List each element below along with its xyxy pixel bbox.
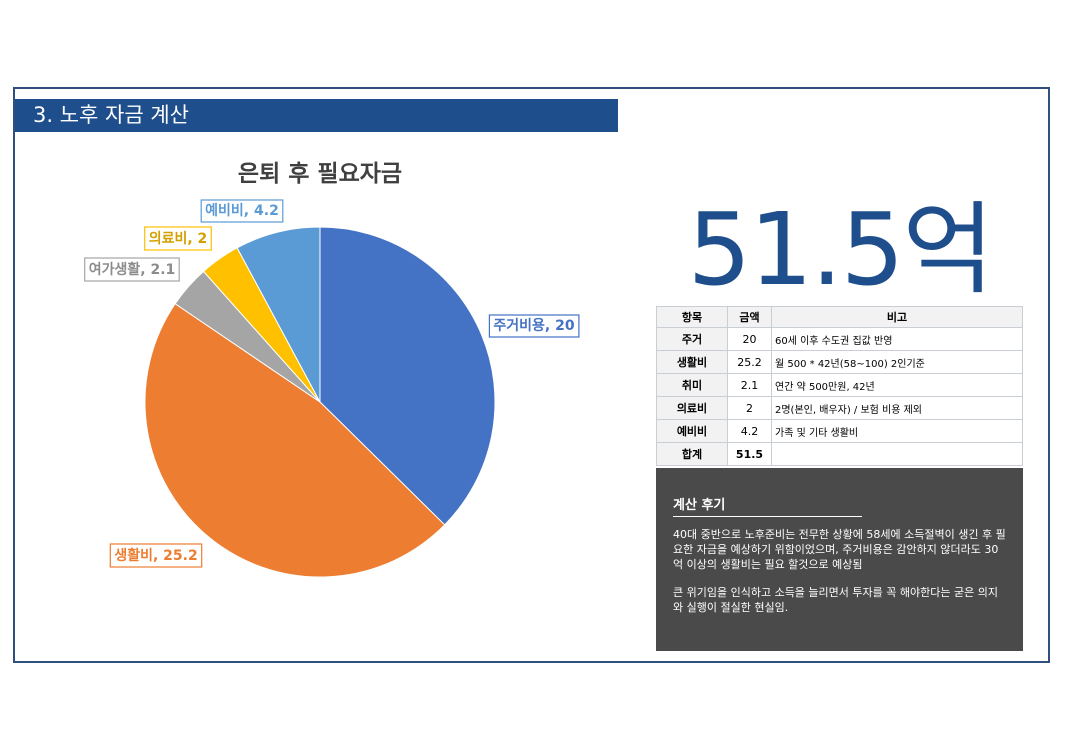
- data-label-text: 의료비, 2: [149, 230, 208, 247]
- row-amount: 2.1: [727, 373, 772, 397]
- total-amount: 51.5억: [687, 191, 995, 308]
- data-label: 여가생활, 2.1: [84, 257, 180, 282]
- review-box: 계산 후기 40대 중반으로 노후준비는 전무한 상황에 58세에 소득절벽이 …: [656, 468, 1023, 651]
- row-note: 2명(본인, 배우자) / 보험 비용 제외: [771, 396, 1023, 420]
- table-total-row: 합계 51.5: [656, 442, 1023, 466]
- pie-chart: 은퇴 후 필요자금 주거비용, 20 생활비, 25.2 여가생활, 2.1 의료비,…: [84, 161, 580, 578]
- header-note: 비고: [771, 306, 1023, 328]
- data-label: 생활비, 25.2: [109, 543, 203, 568]
- pie-slice: [319, 226, 496, 526]
- row-amount: 20: [727, 327, 772, 351]
- data-label: 의료비, 2: [144, 226, 212, 251]
- review-paragraph: 40대 중반으로 노후준비는 전무한 상황에 58세에 소득절벽이 생긴 후 필…: [673, 528, 1006, 571]
- data-label-text: 주거비용, 20: [493, 318, 574, 334]
- pie-slice: [236, 226, 321, 403]
- slide-frame: [13, 87, 1050, 663]
- row-item: 의료비: [656, 396, 728, 420]
- row-item: 생활비: [656, 350, 728, 374]
- review-title: 계산 후기: [673, 494, 862, 517]
- expense-table: 항목 금액 비고 주거 20 60세 이후 수도권 집값 반영 생활비 25.2…: [656, 306, 1023, 466]
- row-item: 주거: [656, 327, 728, 351]
- table-row: 생활비 25.2 월 500 * 42년(58~100) 2인기준: [656, 350, 1023, 374]
- data-label-box: [84, 257, 180, 282]
- row-note: 가족 및 기타 생활비: [771, 419, 1023, 443]
- table-header-row: 항목 금액 비고: [656, 306, 1023, 328]
- data-label-text: 생활비, 25.2: [114, 547, 197, 564]
- row-note: 연간 약 500만원, 42년: [771, 373, 1023, 397]
- table-row: 주거 20 60세 이후 수도권 집값 반영: [656, 327, 1023, 351]
- pie-slice: [144, 303, 446, 578]
- review-paragraph: 큰 위기임을 인식하고 소득을 늘리면서 투자를 꼭 해야한다는 굳은 의지와 …: [673, 586, 998, 614]
- row-note: 월 500 * 42년(58~100) 2인기준: [771, 350, 1023, 374]
- row-note: [771, 442, 1023, 466]
- row-item: 취미: [656, 373, 728, 397]
- table-row: 취미 2.1 연간 약 500만원, 42년: [656, 373, 1023, 397]
- data-label-box: [109, 543, 203, 568]
- header-amount: 금액: [727, 306, 772, 328]
- table-row: 의료비 2 2명(본인, 배우자) / 보험 비용 제외: [656, 396, 1023, 420]
- header-item: 항목: [656, 306, 728, 328]
- data-label-text: 예비비, 4.2: [205, 203, 279, 219]
- data-label: 주거비용, 20: [488, 314, 580, 338]
- table-row: 예비비 4.2 가족 및 기타 생활비: [656, 419, 1023, 443]
- row-amount: 2: [727, 396, 772, 420]
- row-amount: 51.5: [727, 442, 772, 466]
- data-label-box: [144, 226, 212, 251]
- data-label-text: 여가생활, 2.1: [89, 261, 176, 278]
- data-label-box: [200, 199, 284, 223]
- row-amount: 4.2: [727, 419, 772, 443]
- section-title: 3. 노후 자금 계산: [15, 99, 618, 132]
- row-amount: 25.2: [727, 350, 772, 374]
- row-item: 합계: [656, 442, 728, 466]
- row-note: 60세 이후 수도권 집값 반영: [771, 327, 1023, 351]
- data-label-box: [488, 314, 580, 338]
- row-item: 예비비: [656, 419, 728, 443]
- data-label: 예비비, 4.2: [200, 199, 284, 223]
- chart-title: 은퇴 후 필요자금: [238, 161, 402, 187]
